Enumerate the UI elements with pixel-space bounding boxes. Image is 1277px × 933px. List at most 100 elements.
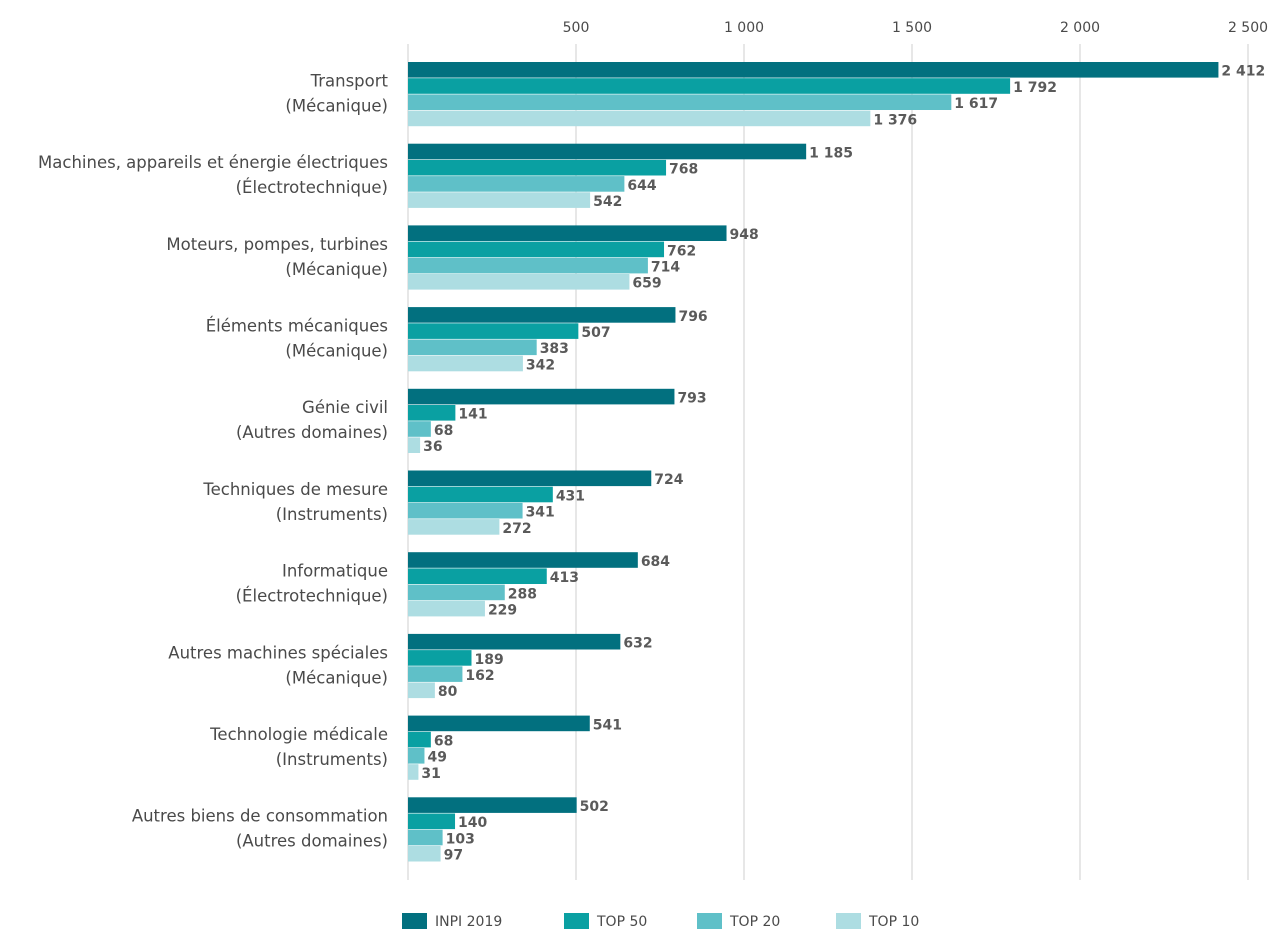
bar [408, 176, 624, 192]
data-label: 1 185 [809, 145, 853, 161]
data-label: 272 [502, 521, 531, 537]
category-sublabel: (Mécanique) [285, 260, 388, 279]
bar [408, 307, 675, 323]
bar [408, 389, 674, 405]
legend-label: INPI 2019 [435, 914, 502, 930]
data-label: 68 [434, 734, 453, 750]
bar [408, 716, 590, 732]
bar [408, 650, 472, 666]
data-label: 714 [651, 260, 680, 276]
bar [408, 519, 499, 535]
x-axis-ticks: 5001 0001 5002 0002 500 [563, 20, 1268, 36]
legend-swatch [564, 913, 589, 929]
category-sublabel: (Instruments) [276, 505, 388, 524]
bar [408, 471, 651, 487]
bar [408, 846, 441, 862]
data-label: 36 [423, 439, 442, 455]
category-sublabel: (Mécanique) [285, 342, 388, 361]
bar [408, 421, 431, 437]
data-label: 383 [540, 341, 569, 357]
bar [408, 814, 455, 830]
bar [408, 666, 462, 682]
category-sublabel: (Instruments) [276, 750, 388, 769]
category-sublabel: (Électrotechnique) [236, 178, 388, 197]
data-label: 80 [438, 684, 458, 700]
bar [408, 323, 578, 339]
bar [408, 683, 435, 699]
data-label: 31 [421, 766, 440, 782]
bar [408, 340, 537, 356]
bar [408, 192, 590, 208]
bar [408, 62, 1218, 78]
data-label: 948 [730, 227, 759, 243]
data-label: 68 [434, 423, 453, 439]
bar [408, 405, 455, 421]
bar [408, 274, 629, 290]
category-label: Technologie médicale [209, 725, 388, 744]
bar [408, 437, 420, 453]
data-label: 288 [508, 586, 537, 602]
bar [408, 797, 577, 813]
data-label: 229 [488, 603, 517, 619]
category-labels: Transport(Mécanique)Machines, appareils … [38, 71, 388, 850]
data-label: 413 [550, 570, 579, 586]
bar [408, 764, 418, 780]
category-sublabel: (Électrotechnique) [236, 587, 388, 606]
data-label: 542 [593, 194, 622, 210]
bar [408, 160, 666, 176]
category-sublabel: (Mécanique) [285, 668, 388, 687]
data-label: 431 [556, 488, 585, 504]
bar [408, 94, 951, 110]
legend-swatch [697, 913, 722, 929]
category-sublabel: (Mécanique) [285, 96, 388, 115]
bar [408, 552, 638, 568]
data-label: 162 [465, 668, 494, 684]
data-label: 1 617 [954, 96, 998, 112]
category-label: Génie civil [302, 398, 388, 417]
data-label: 659 [632, 276, 661, 292]
bar [408, 568, 547, 584]
data-label: 724 [654, 472, 683, 488]
bar [408, 585, 505, 601]
data-label: 141 [458, 407, 487, 423]
legend-swatch [402, 913, 427, 929]
data-label: 644 [627, 178, 656, 194]
category-label: Informatique [282, 562, 388, 581]
bar [408, 242, 664, 258]
legend: INPI 2019TOP 50TOP 20TOP 10 [402, 913, 919, 930]
x-tick-label: 2 500 [1228, 20, 1268, 36]
legend-label: TOP 20 [729, 914, 780, 930]
bar [408, 830, 443, 846]
data-label: 189 [475, 652, 504, 668]
bar [408, 601, 485, 617]
data-label: 1 792 [1013, 80, 1057, 96]
legend-swatch [836, 913, 861, 929]
bar [408, 503, 523, 519]
category-label: Autres biens de consommation [132, 807, 388, 826]
data-label: 768 [669, 162, 698, 178]
data-label: 2 412 [1221, 64, 1265, 80]
bars [408, 62, 1218, 862]
category-sublabel: (Autres domaines) [236, 423, 388, 442]
category-label: Moteurs, pompes, turbines [166, 235, 388, 254]
bar [408, 111, 870, 127]
data-label: 541 [593, 717, 622, 733]
x-tick-label: 1 000 [724, 20, 764, 36]
bar [408, 748, 424, 764]
bar [408, 732, 431, 748]
data-label: 1 376 [873, 112, 917, 128]
data-label: 684 [641, 554, 670, 570]
data-label: 502 [580, 799, 609, 815]
data-label: 762 [667, 243, 696, 259]
data-label: 140 [458, 815, 487, 831]
bar [408, 78, 1010, 94]
x-tick-label: 500 [563, 20, 590, 36]
bar [408, 258, 648, 274]
legend-label: TOP 50 [596, 914, 647, 930]
data-label: 342 [526, 357, 555, 373]
category-label: Machines, appareils et énergie électriqu… [38, 153, 388, 172]
data-label: 632 [623, 636, 652, 652]
data-label: 793 [677, 391, 706, 407]
data-label: 97 [444, 848, 463, 864]
